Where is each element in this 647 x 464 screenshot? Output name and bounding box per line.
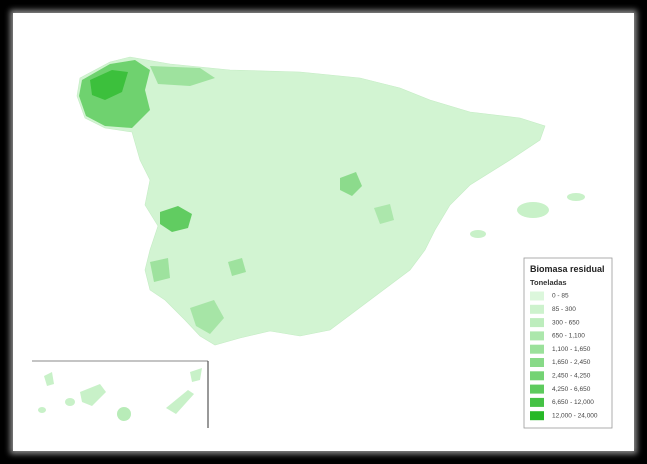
- legend-swatch: [530, 304, 544, 314]
- mainland: [76, 56, 546, 346]
- legend-swatch: [530, 411, 544, 421]
- island-gomera: [65, 398, 75, 406]
- legend-label: 85 - 300: [552, 306, 576, 313]
- legend-label: 300 - 650: [552, 319, 580, 326]
- legend: Biomasa residual Toneladas 0 - 85 85 - 30…: [523, 257, 613, 429]
- island-menorca: [567, 193, 585, 201]
- region-south: [228, 258, 246, 276]
- region-west: [150, 258, 170, 282]
- legend-swatch: [530, 397, 544, 407]
- legend-swatch: [530, 318, 544, 328]
- island-grancanaria: [117, 407, 131, 421]
- legend-swatch: [530, 344, 544, 354]
- legend-swatch: [530, 371, 544, 381]
- legend-label: 12,000 - 24,000: [552, 412, 598, 419]
- island-lapalma: [44, 372, 54, 386]
- legend-title: Biomasa residual: [530, 264, 605, 274]
- legend-swatch: [530, 331, 544, 341]
- region-andalusia: [190, 300, 224, 334]
- island-hierro: [38, 407, 46, 413]
- island-lanzarote: [190, 368, 202, 382]
- legend-label: 6,650 - 12,000: [552, 399, 594, 406]
- region-extremadura: [160, 206, 192, 232]
- legend-label: 1,100 - 1,650: [552, 346, 591, 353]
- island-fuerteventura: [166, 390, 194, 414]
- island-mallorca: [517, 202, 549, 218]
- island-tenerife: [80, 384, 106, 406]
- legend-swatch: [530, 291, 544, 301]
- region-asturias: [150, 66, 215, 86]
- legend-label: 1,650 - 2,450: [552, 359, 591, 366]
- legend-label: 0 - 85: [552, 293, 569, 300]
- region-center: [340, 172, 362, 196]
- legend-swatch: [530, 358, 544, 367]
- legend-label: 650 - 1,100: [552, 333, 585, 340]
- island-ibiza: [470, 230, 486, 238]
- region-east: [374, 204, 394, 224]
- region-galicia-dark: [90, 70, 128, 100]
- legend-label: 4,250 - 6,650: [552, 386, 591, 393]
- legend-swatch: [530, 384, 544, 394]
- legend-subtitle: Toneladas: [530, 278, 567, 287]
- legend-label: 2,450 - 4,250: [552, 373, 591, 380]
